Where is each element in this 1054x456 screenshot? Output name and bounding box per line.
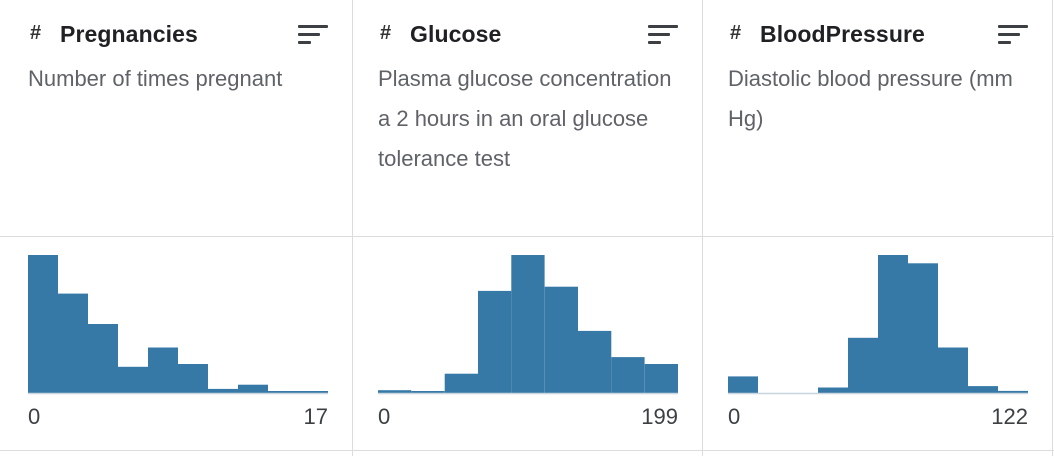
histogram-bar[interactable] [88, 324, 118, 393]
sort-icon[interactable] [298, 25, 328, 45]
histogram-bar[interactable] [938, 347, 968, 394]
column-divider [1052, 0, 1053, 456]
numeric-type-icon: # [380, 22, 392, 44]
column-name: Pregnancies [60, 21, 198, 47]
histogram [28, 255, 328, 395]
sort-icon[interactable] [998, 25, 1028, 45]
histogram-bar[interactable] [818, 387, 848, 394]
column-header: # Glucose [378, 19, 678, 49]
histogram-bar[interactable] [644, 364, 678, 393]
histogram-bar[interactable] [728, 376, 758, 393]
column-description: Number of times pregnant [28, 66, 283, 91]
histogram-bar[interactable] [118, 366, 148, 393]
histogram-min-label: 0 [728, 404, 741, 429]
histogram-bar[interactable] [578, 330, 612, 393]
column-divider [352, 0, 353, 456]
histogram-max-label: 199 [641, 404, 678, 429]
histogram-min-label: 0 [28, 404, 41, 429]
column-card-glucose: # Glucose Plasma glucose concentration a… [350, 0, 699, 456]
histogram-bar[interactable] [908, 263, 938, 393]
histogram-bar[interactable] [998, 390, 1028, 393]
column-description: Diastolic blood pressure (mm Hg) [728, 66, 1013, 131]
histogram-bar[interactable] [444, 373, 478, 393]
histogram-bar[interactable] [544, 286, 578, 393]
column-card-bloodpressure: # BloodPressure Diastolic blood pressure… [700, 0, 1049, 456]
column-name: Glucose [410, 21, 502, 47]
column-divider [702, 0, 703, 456]
histogram-max-label: 122 [991, 404, 1028, 429]
column-header: # BloodPressure [728, 19, 1028, 49]
histogram-bar[interactable] [208, 388, 238, 393]
histogram-max-label: 17 [303, 404, 328, 429]
histogram-bar[interactable] [478, 290, 512, 393]
row-divider [0, 236, 1054, 237]
histogram-bar[interactable] [411, 391, 445, 393]
histogram [728, 255, 1028, 395]
histogram-min-label: 0 [378, 404, 391, 429]
histogram [378, 255, 678, 395]
column-description: Plasma glucose concentration a 2 hours i… [378, 66, 672, 171]
sort-icon[interactable] [648, 25, 678, 45]
histogram-bar[interactable] [968, 386, 998, 393]
histogram-bar[interactable] [878, 255, 908, 393]
column-name: BloodPressure [760, 21, 925, 47]
column-card-pregnancies: # Pregnancies Number of times pregnant 0… [0, 0, 349, 456]
histogram-bar[interactable] [238, 384, 268, 393]
histogram-bar[interactable] [611, 357, 645, 393]
histogram-bar[interactable] [378, 390, 412, 393]
numeric-type-icon: # [30, 22, 42, 44]
column-header: # Pregnancies [28, 19, 328, 49]
histogram-bar[interactable] [268, 391, 298, 393]
histogram-bar[interactable] [298, 391, 328, 393]
histogram-bar[interactable] [148, 347, 178, 394]
row-divider [0, 450, 1054, 451]
histogram-bar[interactable] [511, 255, 545, 393]
histogram-bar[interactable] [58, 293, 88, 393]
histogram-bar[interactable] [28, 255, 58, 393]
histogram-bar[interactable] [178, 364, 208, 393]
histogram-bar[interactable] [848, 337, 878, 393]
numeric-type-icon: # [730, 22, 742, 44]
